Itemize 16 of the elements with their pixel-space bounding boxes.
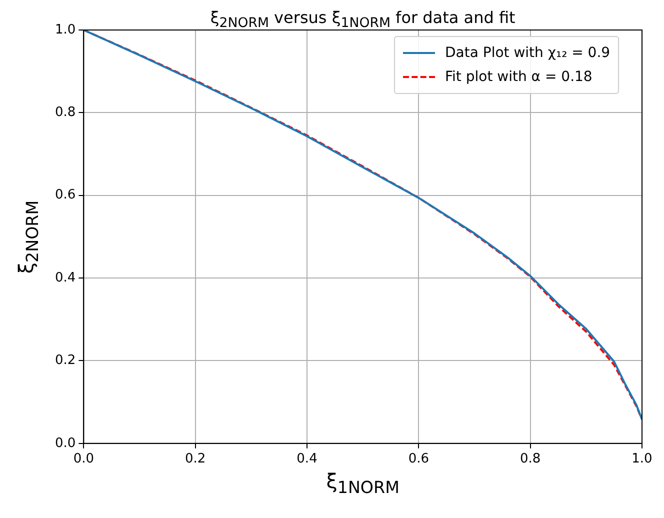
- x-tick-label: 0.0: [73, 452, 94, 467]
- y-tick-label: 0.4: [54, 270, 76, 286]
- x-axis-title: ξ$_{1NORM}$: [325, 469, 400, 498]
- legend-label: Data Plot with χ₁₂ = 0.9: [445, 45, 610, 61]
- y-tick-label: 0.0: [54, 436, 76, 451]
- x-tick-label: 0.4: [296, 452, 318, 467]
- x-tick-label: 0.2: [184, 452, 206, 467]
- y-tick-label: 1.0: [54, 22, 76, 38]
- y-tick-label: 0.2: [54, 353, 76, 368]
- chart-title: ξ$_{2NORM}$ versus ξ$_{1NORM}$ for data and fit: [209, 8, 516, 32]
- x-tick-label: 0.8: [520, 452, 541, 467]
- y-tick-label: 0.8: [54, 105, 76, 120]
- legend-label: Fit plot with α = 0.18: [445, 69, 592, 85]
- x-tick-label: 1.0: [632, 452, 652, 467]
- y-tick-label: 0.6: [54, 188, 76, 203]
- x-tick-label: 0.6: [408, 452, 430, 467]
